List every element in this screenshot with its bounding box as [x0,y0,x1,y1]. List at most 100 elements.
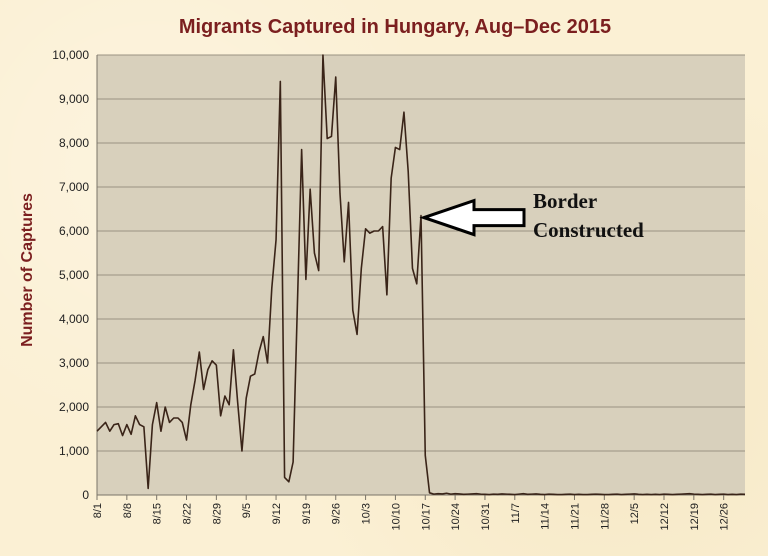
x-tick-label: 9/12 [271,503,283,524]
data-point [450,493,452,495]
annotation: Border Constructed [419,189,644,242]
data-point [194,379,196,381]
data-point [343,261,345,263]
data-point [492,493,494,495]
data-point [688,492,690,494]
data-point [134,415,136,417]
data-point [211,360,213,362]
data-point [714,493,716,495]
x-tick-label: 12/5 [629,503,641,524]
data-point [488,493,490,495]
data-point [215,364,217,366]
annotation-arrow [419,198,526,237]
data-point [654,493,656,495]
y-tick-label: 10,000 [52,48,89,62]
annotation-line-2: Constructed [533,218,644,242]
data-point [535,493,537,495]
data-point [697,493,699,495]
x-tick-label: 12/26 [719,503,731,531]
data-point [458,493,460,495]
data-point [727,493,729,495]
y-tick-label: 6,000 [59,224,89,238]
data-point [381,225,383,227]
data-point [586,493,588,495]
data-point [578,493,580,495]
data-point [283,476,285,478]
data-point [335,76,337,78]
data-point [663,493,665,495]
x-tick-label: 12/12 [659,503,671,531]
data-point [445,492,447,494]
y-tick-label: 2,000 [59,400,89,414]
data-point [339,192,341,194]
data-point [411,267,413,269]
data-point [113,423,115,425]
data-point [684,493,686,495]
data-point [292,461,294,463]
data-point [271,287,273,289]
data-point [676,493,678,495]
data-point [207,368,209,370]
data-point [403,111,405,113]
x-tick-label: 8/8 [122,503,134,518]
series-line-captures [96,54,746,496]
data-point [300,148,302,150]
data-point [595,493,597,495]
data-point [484,493,486,495]
data-point [718,493,720,495]
data-point [735,493,737,495]
data-point [317,269,319,271]
y-tick-label: 8,000 [59,136,89,150]
data-point [624,493,626,495]
data-point [377,230,379,232]
data-point [241,450,243,452]
data-point [356,333,358,335]
y-ticks: 0 1,000 2,000 3,000 4,000 5,000 6,000 7,000 8,00… [52,48,89,502]
data-point [556,493,558,495]
data-point [437,492,439,494]
data-point [479,493,481,495]
y-tick-label: 3,000 [59,356,89,370]
data-point [548,493,550,495]
data-point [245,397,247,399]
data-point [202,388,204,390]
data-point [531,493,533,495]
x-ticks: 8/1 8/8 8/15 8/22 8/29 9/5 9/12 9/19 9/26 10/3 10/… [92,495,731,531]
data-point [543,493,545,495]
y-tick-label: 0 [82,488,89,502]
x-tick-label: 10/24 [450,503,462,531]
data-point [143,426,145,428]
x-tick-label: 9/19 [301,503,313,524]
data-point [219,415,221,417]
data-point [100,426,102,428]
data-point [190,404,192,406]
chart-title: Migrants Captured in Hungary, Aug–Dec 20… [179,16,611,38]
data-point [612,493,614,495]
data-point [407,170,409,172]
data-point [309,188,311,190]
y-tick-label: 7,000 [59,180,89,194]
data-point [288,481,290,483]
data-point [620,493,622,495]
data-point [164,406,166,408]
data-point [254,373,256,375]
data-point [147,487,149,489]
data-point [740,493,742,495]
x-tick-label: 8/29 [211,503,223,524]
data-point [441,493,443,495]
data-point [275,239,277,241]
x-tick-label: 11/7 [510,503,522,524]
data-point [462,493,464,495]
x-tick-label: 12/19 [689,503,701,531]
data-point [560,493,562,495]
data-point [181,421,183,423]
data-point [305,278,307,280]
data-point [731,493,733,495]
data-point [641,493,643,495]
data-point [394,146,396,148]
data-point [705,493,707,495]
data-point [599,493,601,495]
data-point [160,430,162,432]
data-point [552,493,554,495]
data-point [347,201,349,203]
